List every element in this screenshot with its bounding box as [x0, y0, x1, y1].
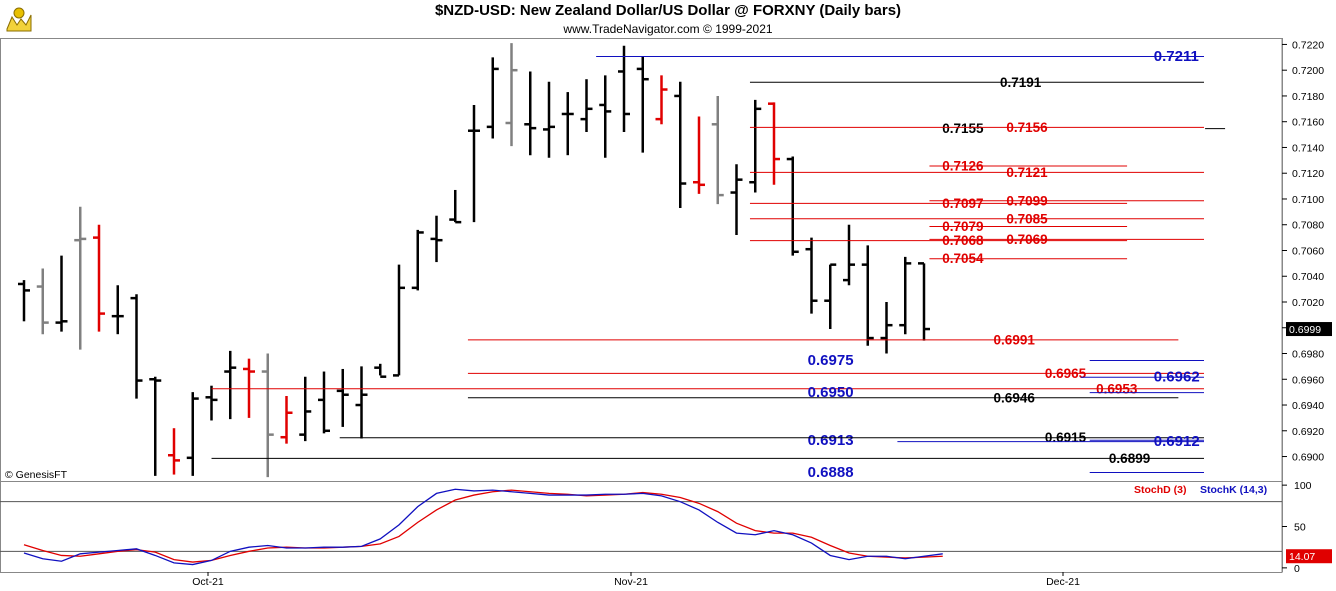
- stoch-y-tick-label: 0: [1294, 563, 1300, 575]
- stoch-value-box: [1286, 549, 1332, 564]
- price-y-tick-label: 0.7080: [1292, 220, 1324, 232]
- level-label: 0.6913: [808, 432, 854, 449]
- last-price-box: [1286, 322, 1332, 337]
- price-y-tick-label: 0.6920: [1292, 426, 1324, 438]
- x-tick-label: Dec-21: [1046, 576, 1080, 588]
- price-y-tick-label: 0.7040: [1292, 271, 1324, 283]
- level-label: 0.7068: [942, 233, 984, 248]
- level-label: 0.6975: [808, 352, 854, 369]
- price-y-tick-label: 0.6900: [1292, 452, 1324, 464]
- level-label: 0.7211: [1154, 48, 1199, 65]
- stoch-legend-d: StochD (3): [1134, 484, 1187, 496]
- level-label: 0.6991: [994, 332, 1036, 347]
- stoch-value-label: 14.07: [1289, 551, 1315, 563]
- level-label: 0.7191: [1000, 75, 1042, 90]
- level-label: 0.7126: [942, 158, 984, 173]
- price-y-tick-label: 0.7100: [1292, 194, 1324, 206]
- level-label: 0.7054: [942, 251, 984, 266]
- stoch-y-tick-label: 100: [1294, 480, 1312, 492]
- stoch-panel-frame: [0, 481, 1283, 573]
- last-price-label: 0.6999: [1289, 324, 1321, 336]
- level-label: 0.6912: [1154, 433, 1200, 450]
- level-label: 0.7079: [942, 219, 983, 234]
- chart-title: $NZD-USD: New Zealand Dollar/US Dollar @…: [434, 2, 902, 19]
- level-label: 0.6965: [1045, 366, 1087, 381]
- level-label: 0.6946: [994, 390, 1036, 405]
- price-y-tick-label: 0.6960: [1292, 374, 1324, 386]
- level-label: 0.7156: [1006, 120, 1048, 135]
- price-y-tick-label: 0.7220: [1292, 39, 1324, 51]
- x-tick-label: Nov-21: [614, 576, 648, 588]
- price-y-tick-label: 0.7120: [1292, 168, 1324, 180]
- level-label: 0.6962: [1154, 369, 1200, 386]
- level-label: 0.6888: [808, 464, 854, 481]
- price-y-tick-label: 0.6940: [1292, 400, 1324, 412]
- price-y-tick-label: 0.7160: [1292, 117, 1324, 129]
- level-label: 0.7085: [1006, 211, 1048, 226]
- stoch-series-line: [23, 488, 943, 566]
- price-y-tick-label: 0.7200: [1292, 65, 1324, 77]
- chart-subtitle: www.TradeNavigator.com © 1999-2021: [563, 22, 773, 36]
- price-y-tick-label: 0.7180: [1292, 91, 1324, 103]
- price-y-tick-label: 0.6980: [1292, 349, 1324, 361]
- price-y-tick-label: 0.7060: [1292, 245, 1324, 257]
- x-tick-label: Oct-21: [192, 576, 224, 588]
- level-label: 0.7097: [942, 196, 983, 211]
- level-label: 0.7121: [1006, 165, 1048, 180]
- level-label: 0.6915: [1045, 430, 1087, 445]
- level-label: 0.6953: [1096, 381, 1138, 396]
- watermark-label: © GenesisFT: [5, 469, 68, 481]
- price-y-tick-label: 0.7140: [1292, 142, 1324, 154]
- level-label: 0.7099: [1006, 193, 1047, 208]
- stoch-series-line: [23, 489, 943, 563]
- level-label: 0.6899: [1109, 451, 1150, 466]
- trade-navigator-logo-icon: [4, 3, 34, 33]
- level-label: 0.7155: [942, 121, 984, 136]
- level-label: 0.7069: [1006, 232, 1047, 247]
- stoch-y-tick-label: 50: [1294, 522, 1306, 534]
- stoch-legend-k: StochK (14,3): [1200, 484, 1267, 496]
- level-label: 0.6950: [808, 384, 854, 401]
- price-y-tick-label: 0.7020: [1292, 297, 1324, 309]
